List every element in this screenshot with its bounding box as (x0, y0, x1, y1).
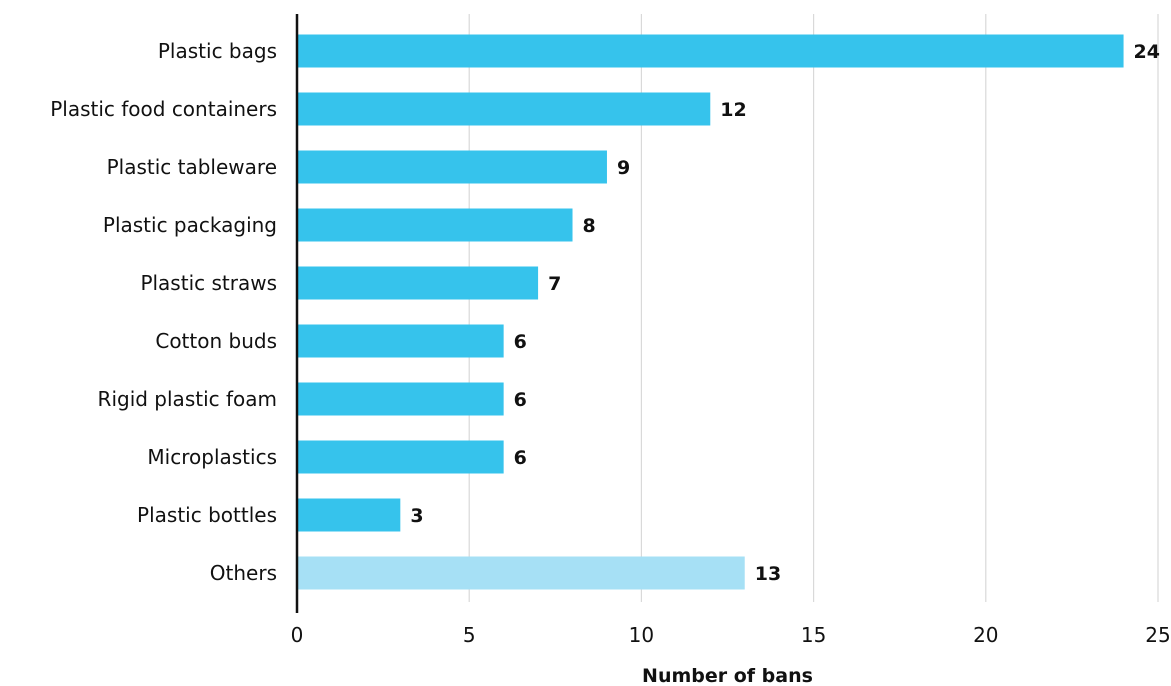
value-label-cotton-buds: 6 (514, 331, 527, 353)
bar-plastic-bags (297, 34, 1124, 68)
x-axis-title: Number of bans (642, 665, 813, 686)
x-tick-label-0: 0 (291, 623, 304, 647)
value-label-plastic-tableware: 9 (617, 157, 630, 179)
category-label-plastic-bottles: Plastic bottles (137, 503, 277, 527)
x-tick-labels: 0 5 10 15 20 25 (291, 623, 1171, 647)
bar-cotton-buds (297, 324, 504, 358)
x-tick-label-25: 25 (1145, 623, 1170, 647)
category-label-plastic-bags: Plastic bags (158, 39, 277, 63)
category-label-plastic-packaging: Plastic packaging (103, 213, 277, 237)
value-labels: 24 12 9 8 7 6 6 6 3 13 (410, 41, 1160, 585)
bar-microplastics (297, 440, 504, 474)
category-label-cotton-buds: Cotton buds (155, 329, 277, 353)
value-label-plastic-bags: 24 (1134, 41, 1160, 63)
category-label-plastic-tableware: Plastic tableware (107, 155, 277, 179)
value-label-plastic-food-containers: 12 (720, 99, 746, 121)
category-label-rigid-plastic-foam: Rigid plastic foam (98, 387, 277, 411)
bar-plastic-bottles (297, 498, 401, 532)
value-label-rigid-plastic-foam: 6 (514, 389, 527, 411)
category-label-plastic-straws: Plastic straws (140, 271, 277, 295)
category-label-microplastics: Microplastics (147, 445, 277, 469)
value-label-others: 13 (755, 563, 781, 585)
x-tick-label-5: 5 (463, 623, 476, 647)
bar-plastic-packaging (297, 208, 573, 242)
value-label-plastic-straws: 7 (548, 273, 561, 295)
value-label-plastic-packaging: 8 (583, 215, 596, 237)
bar-plastic-straws (297, 266, 539, 300)
x-tick-label-15: 15 (801, 623, 826, 647)
x-tick-label-20: 20 (973, 623, 998, 647)
category-labels: Plastic bags Plastic food containers Plast… (50, 39, 277, 585)
category-label-others: Others (210, 561, 277, 585)
value-label-plastic-bottles: 3 (410, 505, 423, 527)
bar-plastic-food-containers (297, 92, 711, 126)
bar-rigid-plastic-foam (297, 382, 504, 416)
value-label-microplastics: 6 (514, 447, 527, 469)
category-label-plastic-food-containers: Plastic food containers (50, 97, 277, 121)
bars (297, 34, 1124, 590)
x-tick-label-10: 10 (629, 623, 654, 647)
bar-others (297, 556, 745, 590)
bar-plastic-tableware (297, 150, 607, 184)
